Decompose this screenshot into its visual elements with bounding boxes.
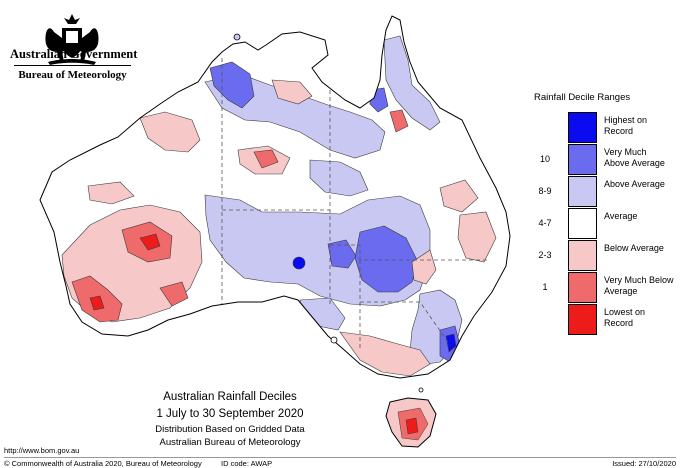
issued-date-text: Issued: 27/10/2020 xyxy=(612,459,676,468)
legend-label: Above Average xyxy=(604,179,665,189)
legend-row-lowest: Lowest on Record xyxy=(534,304,674,336)
legend-swatch-lowest xyxy=(568,304,597,335)
very-much-above-region-top-end xyxy=(209,61,255,109)
lowest-record-spot-wa-southwest xyxy=(89,295,105,311)
legend-row-below: 2-3 Below Average xyxy=(534,240,674,272)
very-much-below-region-cape xyxy=(389,109,409,133)
legend-label: Average xyxy=(604,211,638,221)
legend-row-very-much-below: 1 Very Much Below Average xyxy=(534,272,674,304)
map-source: Australian Bureau of Meteorology xyxy=(159,437,301,448)
legend-rank: 1 xyxy=(542,282,548,292)
map-period: 1 July to 30 September 2020 xyxy=(156,408,304,420)
above-average-region-cape xyxy=(383,35,441,131)
government-branding: Australian Government Bureau of Meteorol… xyxy=(10,10,138,81)
map-subtitle: Distribution Based on Gridded Data xyxy=(155,424,305,435)
legend-swatch-average xyxy=(568,208,597,239)
lowest-record-spot-wa-central xyxy=(139,233,161,251)
legend-label: Very Much Above Average xyxy=(604,147,665,168)
very-much-above-region-lake-eyre xyxy=(354,225,419,293)
legend-label: Lowest on Record xyxy=(604,307,646,328)
government-title: Australian Government xyxy=(10,47,138,61)
highest-record-spot-central xyxy=(292,256,306,270)
legend-title: Rainfall Decile Ranges xyxy=(534,92,631,103)
copyright-text: © Commonwealth of Australia 2020, Bureau… xyxy=(4,459,202,468)
legend-row-above: 8-9 Above Average xyxy=(534,176,674,208)
mainland-outline xyxy=(39,15,511,379)
below-average-region-victoria xyxy=(339,331,431,377)
legend-rank: 4-7 xyxy=(538,218,552,228)
below-average-region-kimberley xyxy=(139,111,201,153)
legend-rank: 10 xyxy=(539,154,550,164)
below-average-region-pilbara xyxy=(87,181,135,205)
legend-label: Very Much Below Average xyxy=(604,275,674,296)
below-average-region-top-end-east xyxy=(271,79,313,105)
island-flinders xyxy=(418,387,424,393)
legend-label: Highest on Record xyxy=(604,115,648,136)
legend-row-highest: Highest on Record xyxy=(534,112,674,144)
coat-of-arms-icon xyxy=(45,14,99,65)
legend-swatch-very-much-below xyxy=(568,272,597,303)
map-title: Australian Rainfall Deciles xyxy=(163,391,297,403)
crest-spacer-icon xyxy=(38,10,108,44)
legend-row-very-much-above: 10 Very Much Above Average xyxy=(534,144,674,176)
tasmania-lowest-record xyxy=(405,417,419,435)
very-much-above-region-west-central xyxy=(327,239,357,269)
below-average-region-sa-east xyxy=(411,249,437,285)
tasmania-outline xyxy=(385,397,437,448)
island-melville xyxy=(233,33,241,41)
legend-swatch-below xyxy=(568,240,597,271)
highest-record-spot-east xyxy=(445,333,457,353)
very-much-below-region-nt xyxy=(253,149,279,169)
footer-bar: © Commonwealth of Australia 2020, Bureau… xyxy=(4,457,676,468)
very-much-below-region-wa-east xyxy=(159,281,189,307)
id-code-text: ID code: AWAP xyxy=(221,459,273,468)
bureau-title: Bureau of Meteorology xyxy=(18,69,127,81)
bom-url-link[interactable]: http://www.bom.gov.au xyxy=(4,446,80,455)
legend-rank: 2-3 xyxy=(538,250,552,260)
branding-divider xyxy=(14,65,131,66)
legend-row-average: 4-7 Average xyxy=(534,208,674,240)
legend-swatch-very-much-above xyxy=(568,144,597,175)
above-average-region-nt-south xyxy=(309,159,369,197)
legend-swatch-highest xyxy=(568,112,597,143)
island-kangaroo xyxy=(330,336,338,344)
below-average-region-qld-coast xyxy=(457,211,497,263)
decile-legend: Rainfall Decile Ranges Highest on Record… xyxy=(534,92,674,336)
legend-rank: 8-9 xyxy=(538,186,552,196)
map-title-block: Australian Rainfall Deciles 1 July to 30… xyxy=(120,390,340,448)
legend-swatch-above xyxy=(568,176,597,207)
legend-label: Below Average xyxy=(604,243,664,253)
below-average-region-qld-north xyxy=(439,179,479,213)
